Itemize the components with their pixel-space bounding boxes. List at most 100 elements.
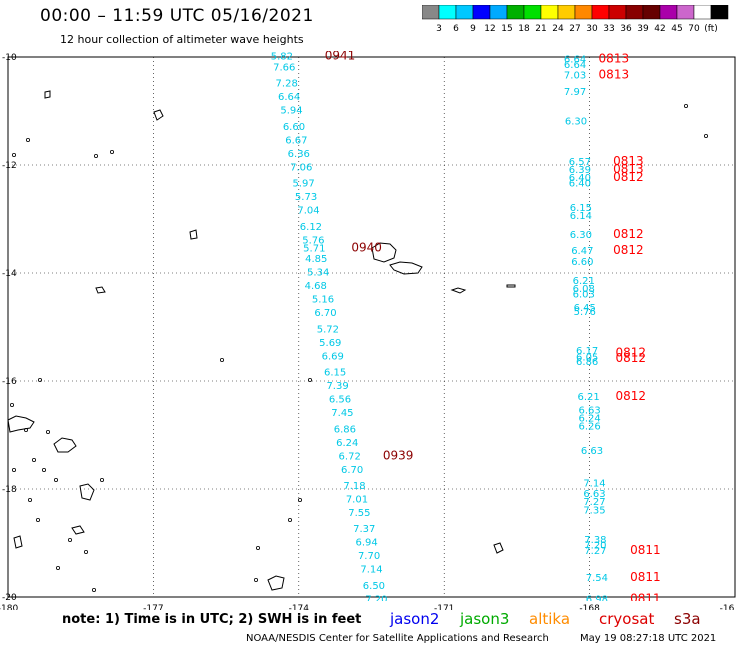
track-b-swh-label: 6.45 [574,303,596,314]
track-b-swh-label: 6.40 [569,173,591,184]
track-layer: 5.827.66 7.28 6.64 5.94 6.60 6.67 6.36 7.06 5.97… [271,49,661,605]
island-tonga-1 [267,575,285,591]
track-a-swh-label: 5.94 [280,106,302,117]
legend-row: note: 1) Time is in UTC; 2) SWH is in fe… [62,610,740,632]
track-b-swh-label: 7.97 [564,87,586,98]
track-b-time-label: 0811 [630,570,661,584]
islet-dot [684,104,689,109]
track-a-swh-label: 6.64 [278,92,300,103]
track-a-swh-label: 7.20 [365,594,387,605]
color-scale-label: 18 [518,24,530,34]
islet-dot [307,377,312,382]
track-a-swh-label: 7.18 [343,481,365,492]
track-a-swh-label: 5.73 [295,192,317,203]
legend-altika: altika [529,610,571,628]
y-tick-label: -14 [2,269,17,279]
footer-timestamp: May 19 08:27:18 UTC 2021 [580,633,717,644]
island-upolu [389,261,423,275]
color-scale-label: 24 [552,24,564,34]
track-b-time-label: 0811 [630,543,661,557]
island-fiji-2 [53,437,77,453]
islet-dot [84,550,89,555]
x-tick-label: -177 [143,604,163,610]
track-a-swh-label: 6.67 [285,135,307,146]
track-a-swh-label: 7.37 [353,524,375,535]
track-b-swh-label: 7.03 [564,71,586,82]
track-a-time-label: 0941 [325,49,356,63]
track-b-swh-label: 6.64 [564,60,586,71]
island-fiji-5 [71,525,85,535]
page-title: 00:00 – 11:59 UTC 05/16/2021 [40,6,314,26]
island-futuna [95,286,106,294]
track-a-swh-label: 4.68 [305,281,327,292]
track-b-time-label: 0812 [613,243,644,257]
track-a-swh-label: 7.39 [326,381,348,392]
color-scale-label: 33 [603,24,614,34]
color-swatch [710,5,729,20]
track-a-swh-label: 6.86 [334,424,356,435]
color-scale-label: 36 [620,24,632,34]
islet-dot [42,467,47,472]
islet-dot [94,153,99,158]
track-a-swh-label: 5.69 [319,338,341,349]
track-a-time-label: 0939 [383,448,414,462]
track-b-time-label: 0813 [599,68,630,82]
track-b-swh-label: 6.15 [570,203,592,214]
islet-dot [25,137,30,142]
y-tick-label: -12 [2,161,17,171]
header: 00:00 – 11:59 UTC 05/16/2021 12 hour col… [0,0,740,52]
track-b-swh-label: 6.40 [569,179,591,190]
track-b-time-label: 0812 [616,351,647,365]
islet-dot [32,457,37,462]
track-b-swh-label: 6.57 [569,157,591,168]
track-b-swh-label: 6.98 [586,594,608,605]
track-b-swh-label: 6.64 [564,54,586,65]
track-b-swh-label: 7.27 [583,497,605,508]
legend-jason2: jason2 [390,610,440,628]
track-a-swh-label: 7.66 [273,63,295,74]
track-a-swh-label: 6.15 [324,368,346,379]
color-scale-label: (ft) [704,24,718,34]
y-tick-label: -18 [2,485,17,495]
track-b-time-label: 0812 [613,227,644,241]
islet-dot [23,427,28,432]
track-b-time-label: 0812 [613,170,644,184]
page-subtitle: 12 hour collection of altimeter wave hei… [60,33,304,46]
track-b-swh-label: 5.76 [574,307,596,318]
island-fiji-1 [7,415,35,433]
track-a-swh-label: 4.85 [305,254,327,265]
island-top-left [44,90,51,99]
islet-dot [56,566,61,571]
track-b-time-label: 0813 [599,51,630,65]
color-scale-label: 12 [484,24,495,34]
track-a-swh-label: 7.45 [331,408,353,419]
track-a-swh-label: 6.72 [339,451,361,462]
islet-dot [92,588,97,593]
color-scale-label: 9 [470,24,476,34]
y-tick-label: -16 [2,377,17,387]
track-a-swh-label: 6.36 [288,149,310,160]
island-wallis [189,229,198,240]
x-tick-label: -168 [579,604,600,610]
track-b-swh-label: 6.03 [573,289,595,300]
track-a-swh-label: 5.76 [302,235,324,246]
track-a-swh-label: 7.14 [360,565,382,576]
track-b-swh-label: 7.14 [583,478,605,489]
color-scale-label: 39 [637,24,649,34]
track-a-swh-label: 5.72 [317,324,339,335]
legend-cryosat: cryosat [599,610,655,628]
legend-jason3: jason3 [460,610,510,628]
x-tick-label: -16 [720,604,735,610]
y-tick-label: -20 [2,593,17,603]
island-tokelau [153,109,164,121]
footer: NOAA/NESDIS Center for Satellite Applica… [0,633,740,649]
track-a-swh-label: 5.97 [293,179,315,190]
color-scale-bar: 3 6 9 12 15 18 21 24 27 30 33 36 39 42 45 70 (ft) [422,5,729,34]
track-a-time-label: 0940 [351,240,382,254]
track-b-swh-label: 6.86 [576,357,598,368]
track-a-swh-label: 6.12 [300,222,322,233]
track-a-swh-label: 7.70 [358,551,380,562]
islet-dot [46,429,51,434]
x-tick-label: -180 [0,604,18,610]
track-a-swh-label: 7.06 [290,162,312,173]
